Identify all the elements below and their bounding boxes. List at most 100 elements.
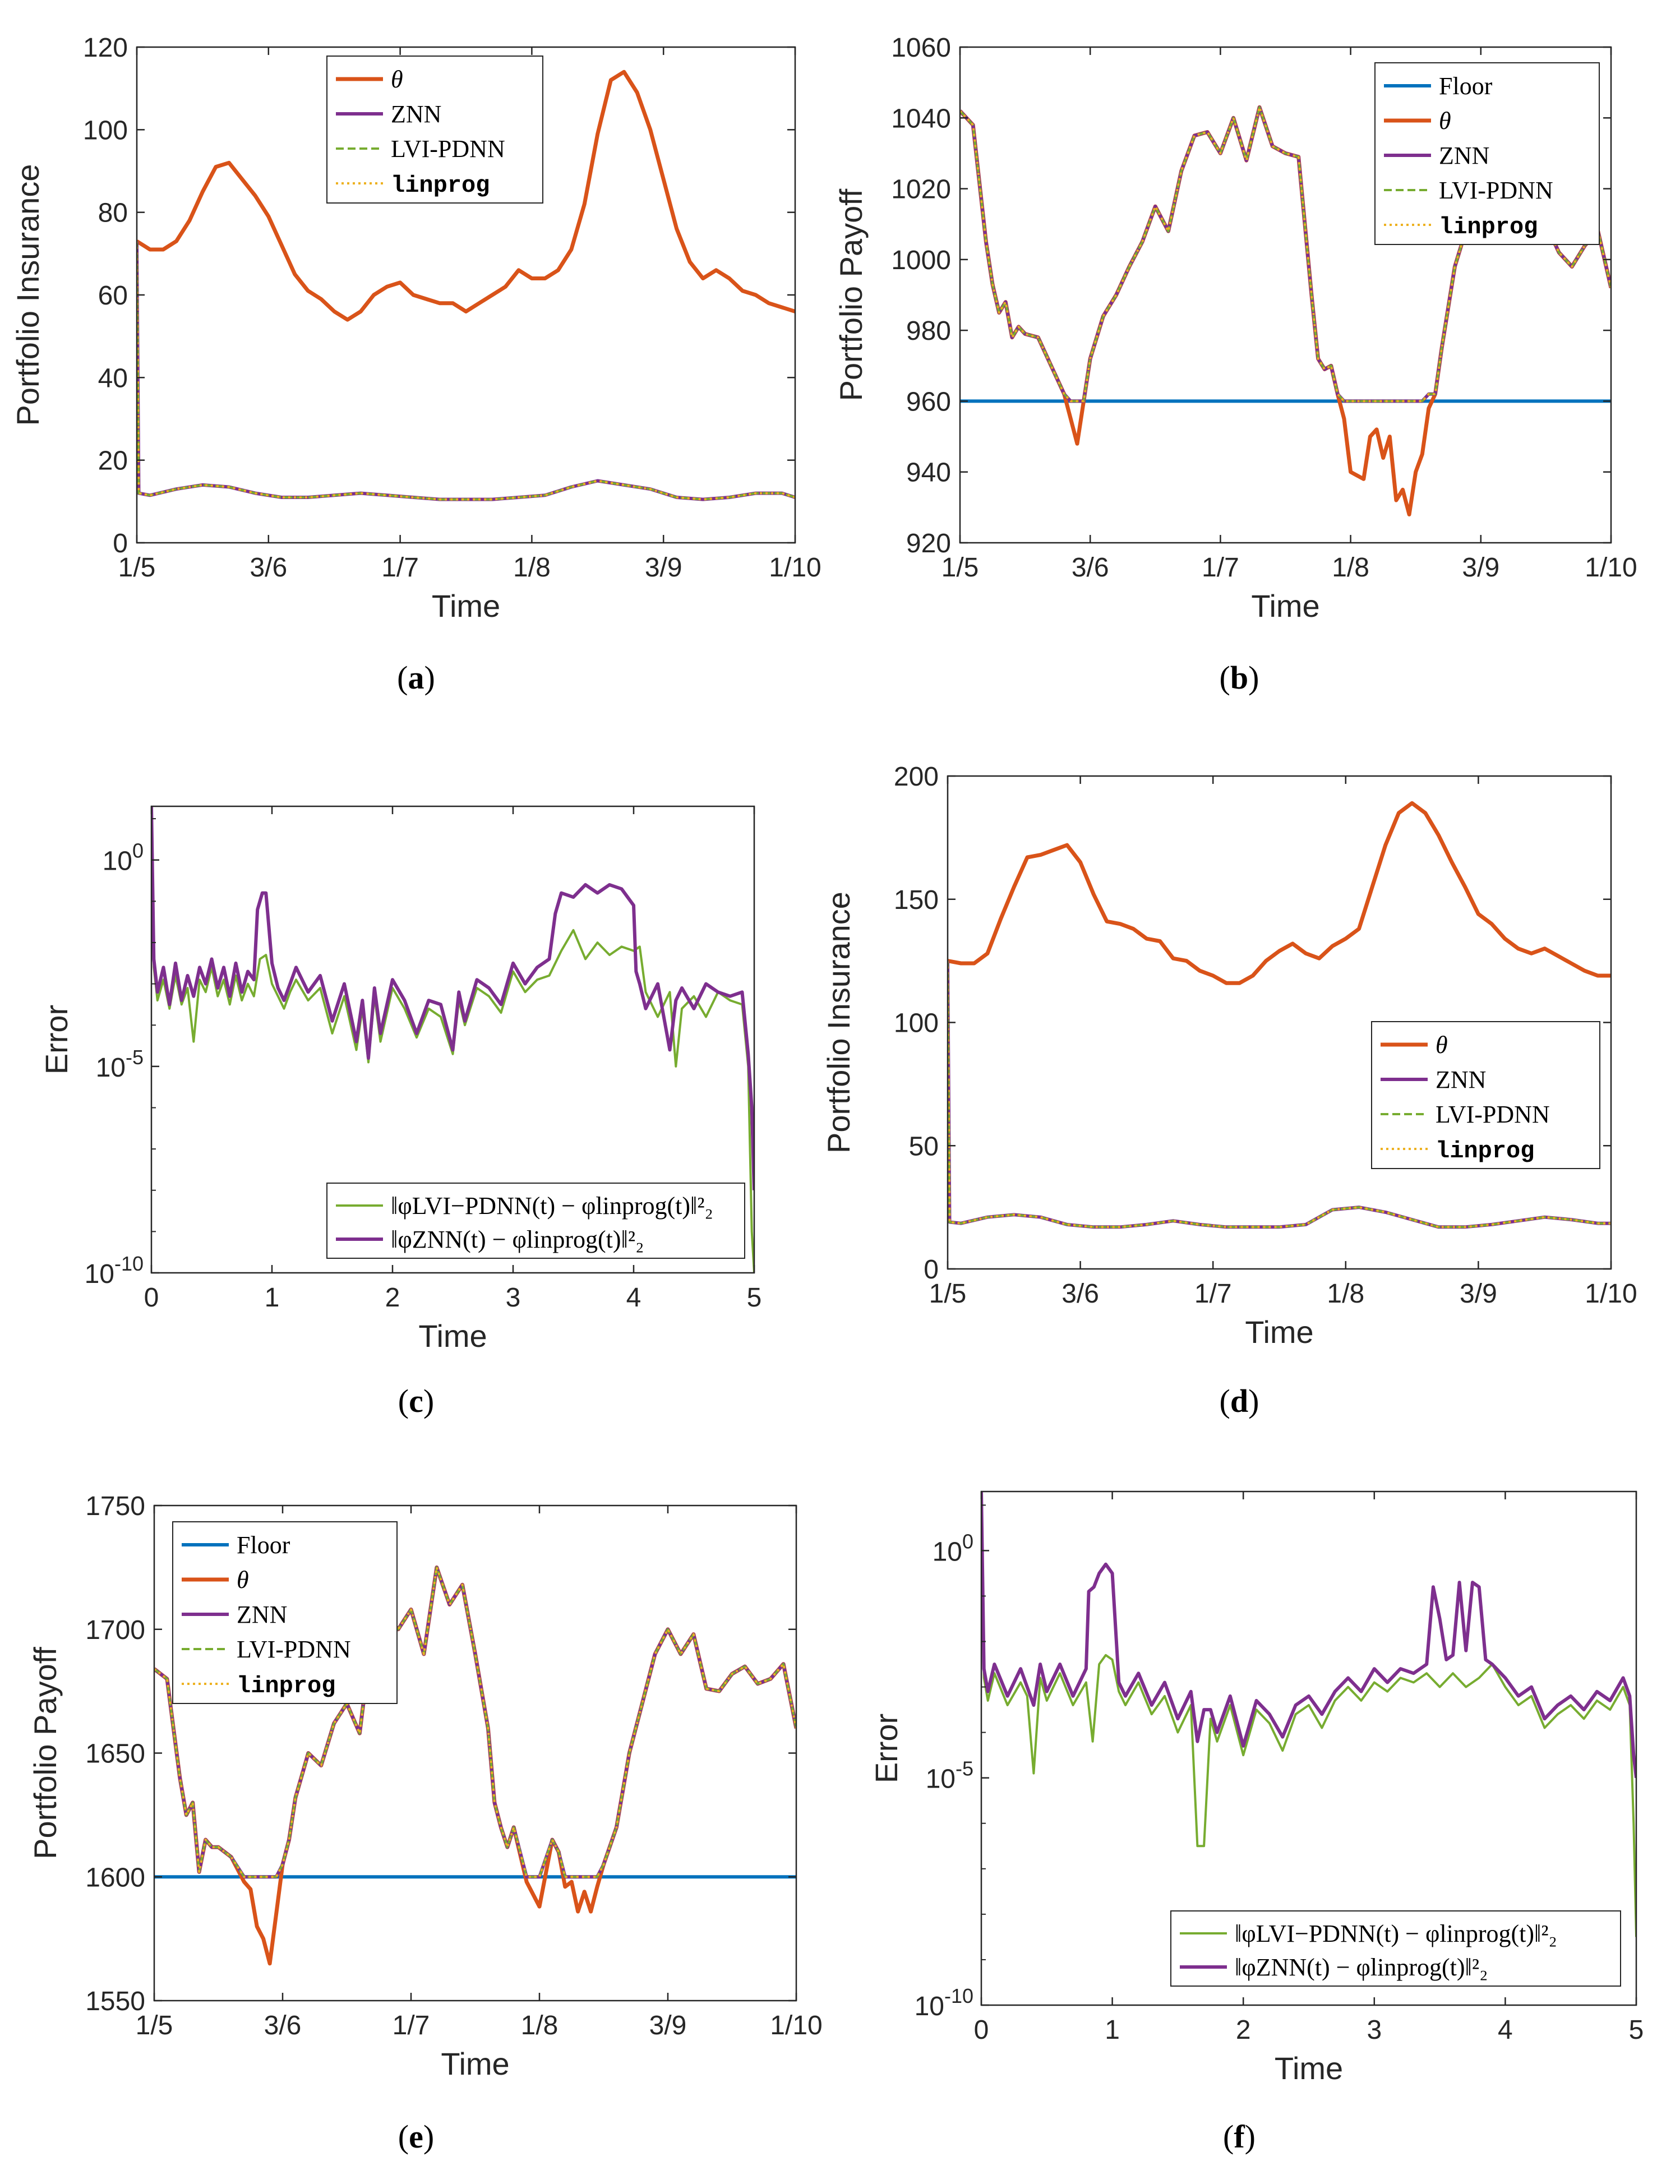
x-tick-label: 3/9 — [1462, 553, 1499, 583]
y-tick-label: 940 — [906, 458, 951, 488]
series-theta — [948, 801, 1611, 985]
panel-caption-letter: e — [409, 2118, 423, 2155]
y-tick-label: 100 — [83, 116, 128, 145]
legend-label-znn: ZNN — [1439, 142, 1489, 169]
y-tick-label: 1000 — [891, 246, 951, 275]
x-tick-label: 2 — [1236, 2015, 1251, 2045]
y-tick-label: 10-5 — [926, 1757, 973, 1794]
y-tick-label: 150 — [894, 885, 939, 915]
panel-caption: (e) — [398, 2118, 434, 2155]
x-tick-label: 0 — [144, 1283, 159, 1313]
y-tick-label: 1020 — [891, 175, 951, 205]
legend-label-linprog: linprog — [1436, 1138, 1534, 1165]
x-tick-label: 1/8 — [513, 553, 551, 583]
panel-e: 1/5 3/6 1/7 1/8 3/9 1/10 1550 1600 1650 1700 1750 T… — [27, 1492, 823, 2155]
panel-caption: (b) — [1220, 659, 1259, 696]
y-tick-label: 0 — [113, 529, 128, 558]
x-tick-label: 1/7 — [1194, 1279, 1232, 1309]
legend-label-floor: Floor — [1439, 72, 1493, 100]
panel-caption: (c) — [398, 1383, 434, 1419]
legend-label-lvi-pdnn-t-linprog-t: ‖φLVI−PDNN(t) − φlinprog(t)‖²₂ — [1235, 1920, 1557, 1947]
series-group — [137, 70, 795, 501]
y-axis-label: Portfolio Insurance — [10, 164, 45, 426]
x-tick-label: 1 — [265, 1283, 280, 1313]
y-tick-exponent: -5 — [956, 1757, 973, 1780]
y-tick-label: 1550 — [85, 1987, 145, 2016]
panel-caption-letter: c — [409, 1383, 423, 1419]
x-tick-label: 3 — [1367, 2015, 1382, 2045]
x-tick-label: 1/5 — [118, 553, 156, 583]
legend-label-lvi-pdnn: LVI-PDNN — [237, 1636, 351, 1663]
y-axis-label: Portfolio Insurance — [821, 892, 856, 1153]
x-tick-label: 1 — [1105, 2015, 1120, 2045]
y-tick-exponent: -5 — [126, 1046, 144, 1069]
legend-label-znn-t-linprog-t: ‖φZNN(t) − φlinprog(t)‖²₂ — [391, 1226, 644, 1253]
y-tick-label: 920 — [906, 529, 951, 558]
y-axis-label: Error — [869, 1714, 904, 1783]
x-tick-label: 1/7 — [381, 553, 419, 583]
y-tick-label: 1600 — [85, 1863, 145, 1892]
legend-box — [1170, 1910, 1621, 1987]
y-tick-label: 980 — [906, 316, 951, 346]
legend-label-lvi-pdnn: LVI-PDNN — [391, 135, 505, 163]
legend-box — [326, 1183, 745, 1259]
y-tick-label: 960 — [906, 387, 951, 417]
y-tick-label: 120 — [83, 33, 128, 63]
series-znn — [151, 806, 754, 1190]
series-linprog — [154, 1566, 796, 1878]
x-tick-label: 1/5 — [941, 553, 979, 583]
panel-caption: (d) — [1220, 1383, 1259, 1419]
legend-label-: θ — [1436, 1031, 1448, 1059]
x-tick-label: 1/8 — [521, 2011, 559, 2040]
y-tick-label: 60 — [98, 281, 128, 311]
y-tick-label: 40 — [98, 363, 128, 393]
y-tick-label: 1060 — [891, 33, 951, 63]
x-tick-label: 5 — [1629, 2015, 1644, 2045]
x-tick-label: 0 — [974, 2015, 989, 2045]
y-tick-label: 0 — [924, 1255, 939, 1285]
x-tick-label: 4 — [1498, 2015, 1513, 2045]
legend: Floor θ ZNN LVI-PDNN linprog — [1374, 62, 1600, 245]
legend: Floor θ ZNN LVI-PDNN linprog — [172, 1521, 398, 1704]
panel-caption: (a) — [397, 659, 435, 696]
y-tick-label: 1700 — [85, 1615, 145, 1645]
legend: ‖φLVI−PDNN(t) − φlinprog(t)‖²₂ ‖φZNN(t) −… — [1170, 1910, 1621, 1987]
y-tick-label: 10-10 — [85, 1252, 144, 1289]
legend: θ ZNN LVI-PDNN linprog — [326, 56, 543, 204]
y-tick-label: 1750 — [85, 1492, 145, 1521]
y-tick-label: 100 — [103, 839, 144, 876]
axes-box — [980, 1490, 1637, 2006]
legend-label-: θ — [237, 1566, 249, 1594]
y-tick-exponent: 0 — [132, 839, 144, 862]
legend-label-znn: ZNN — [1436, 1066, 1486, 1093]
x-tick-label: 1/8 — [1327, 1279, 1364, 1309]
legend-label-: θ — [1439, 107, 1451, 135]
legend-label-znn-t-linprog-t: ‖φZNN(t) − φlinprog(t)‖²₂ — [1235, 1954, 1488, 1981]
series-linprog — [948, 961, 1611, 1229]
x-axis-label: Time — [1245, 1314, 1313, 1350]
y-axis-label: Error — [39, 1005, 74, 1074]
x-tick-label: 1/8 — [1332, 553, 1369, 583]
y-tick-label: 20 — [98, 446, 128, 476]
y-tick-label: 100 — [894, 1009, 939, 1038]
x-tick-label: 3/9 — [645, 553, 682, 583]
y-tick-label: 100 — [933, 1530, 973, 1567]
x-axis-label: Time — [1251, 588, 1319, 624]
x-tick-label: 1/7 — [1202, 553, 1239, 583]
series-group — [948, 801, 1611, 1229]
x-axis-label: Time — [1275, 2051, 1343, 2086]
x-tick-label: 1/10 — [1585, 1279, 1637, 1309]
x-tick-label: 1/10 — [1585, 553, 1637, 583]
panel-c: 0 1 2 3 4 5 10-10 10-5 100 Time Error ‖φLVI−PDNN(t)… — [39, 805, 761, 1419]
legend-label-: θ — [391, 66, 403, 93]
x-tick-label: 1/7 — [393, 2011, 430, 2040]
x-tick-label: 1/5 — [136, 2011, 173, 2040]
y-tick-label: 10-5 — [96, 1046, 144, 1083]
x-tick-label: 3/6 — [1061, 1279, 1099, 1309]
series-theta — [137, 70, 795, 322]
x-axis-label: Time — [441, 2046, 509, 2081]
legend-label-linprog: linprog — [1439, 214, 1538, 241]
axes-box — [150, 805, 755, 1274]
panel-d: 1/5 3/6 1/7 1/8 3/9 1/10 0 50 100 150 200 Time Portf… — [821, 762, 1637, 1419]
legend: ‖φLVI−PDNN(t) − φlinprog(t)‖²₂ ‖φZNN(t) −… — [326, 1183, 745, 1259]
